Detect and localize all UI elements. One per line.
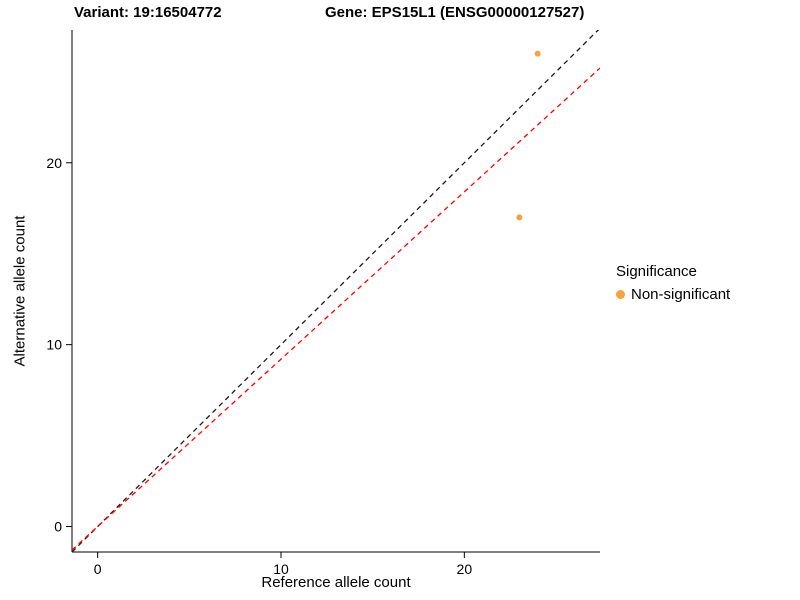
x-tick-label: 20	[457, 561, 473, 577]
y-tick-label: 10	[46, 337, 62, 353]
legend: Significance Non-significant	[616, 263, 730, 303]
regression-line	[72, 67, 600, 551]
y-axis-label: Alternative allele count	[11, 215, 29, 367]
variant-title: Variant: 19:16504772	[74, 4, 222, 21]
x-tick-label: 0	[94, 561, 102, 577]
x-axis-label: Reference allele count	[261, 574, 411, 591]
gene-title: Gene: EPS15L1 (ENSG00000127527)	[325, 4, 585, 21]
legend-point-icon	[616, 290, 625, 299]
legend-entry: Non-significant	[616, 286, 730, 303]
data-point	[516, 214, 523, 221]
y-tick-label: 0	[54, 519, 62, 535]
legend-entry-label: Non-significant	[631, 286, 731, 303]
reference-lines	[72, 30, 600, 552]
identity-line	[72, 30, 600, 552]
data-point	[534, 50, 541, 57]
y-tick-label: 20	[46, 155, 62, 171]
x-tick-label: 10	[273, 561, 289, 577]
legend-title: Significance	[616, 263, 697, 280]
